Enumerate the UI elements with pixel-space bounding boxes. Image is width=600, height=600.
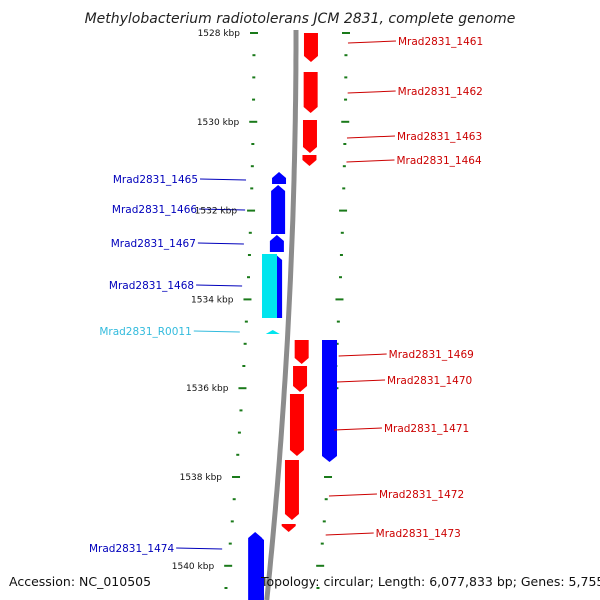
scale-label: 1528 kbp xyxy=(198,29,241,39)
scale-label: 1532 kbp xyxy=(195,207,238,217)
feature-block[interactable] xyxy=(322,340,337,462)
label-leader xyxy=(333,427,382,431)
scale-label: 1534 kbp xyxy=(191,295,234,305)
feature-label[interactable]: Mrad2831_1463 xyxy=(397,131,482,143)
feature-label[interactable]: Mrad2831_1474 xyxy=(89,543,174,555)
feature-block[interactable] xyxy=(262,254,277,318)
feature-label[interactable]: Mrad2831_1465 xyxy=(113,174,198,186)
feature-label[interactable]: Mrad2831_1469 xyxy=(389,349,474,361)
feature-block[interactable] xyxy=(302,120,317,153)
scale-label: 1540 kbp xyxy=(172,562,215,572)
topology-summary-text: Topology: circular; Length: 6,077,833 bp… xyxy=(260,574,600,589)
label-leader xyxy=(200,178,247,181)
feature-label[interactable]: Mrad2831_1462 xyxy=(398,86,483,98)
scale-label: 1536 kbp xyxy=(186,384,229,394)
feature-label[interactable]: Mrad2831_R0011 xyxy=(99,326,191,338)
scale-labels: 1528 kbp 1530 kbp 1532 kbp 1534 kbp 1536 kbp… xyxy=(172,29,241,572)
map-title: Methylobacterium radiotolerans JCM 2831,… xyxy=(85,11,516,27)
label-leader xyxy=(176,547,223,550)
feature-block[interactable] xyxy=(303,33,318,62)
feature-label[interactable]: Mrad2831_1471 xyxy=(384,423,469,435)
feature-block[interactable] xyxy=(269,235,284,252)
feature-label[interactable]: Mrad2831_1473 xyxy=(376,528,461,540)
feature-block[interactable] xyxy=(302,155,317,166)
feature-labels: Mrad2831_1461 Mrad2831_1462 Mrad2831_1463 M… xyxy=(89,36,483,555)
feature-label[interactable]: Mrad2831_1468 xyxy=(109,280,194,292)
label-leader xyxy=(346,159,395,163)
label-leader xyxy=(338,353,387,357)
label-leader xyxy=(346,135,396,139)
feature-blocks xyxy=(248,33,337,600)
label-leader xyxy=(199,208,246,211)
feature-block[interactable] xyxy=(284,460,299,520)
label-leader xyxy=(193,330,240,333)
feature-label[interactable]: Mrad2831_1464 xyxy=(396,155,481,167)
label-leader xyxy=(337,379,386,383)
label-leader xyxy=(347,90,396,94)
label-leader xyxy=(196,284,243,287)
label-leaders xyxy=(176,40,396,550)
feature-block[interactable] xyxy=(289,394,304,456)
label-leader xyxy=(197,242,244,245)
genome-backbone xyxy=(264,30,299,600)
feature-block[interactable] xyxy=(250,534,264,600)
feature-block[interactable] xyxy=(303,72,318,113)
feature-block[interactable] xyxy=(281,524,296,532)
feature-label[interactable]: Mrad2831_1461 xyxy=(398,36,483,48)
feature-label[interactable]: Mrad2831_1467 xyxy=(111,238,196,250)
feature-label[interactable]: Mrad2831_1470 xyxy=(387,375,472,387)
feature-block[interactable] xyxy=(293,366,308,392)
label-leader xyxy=(325,532,374,536)
feature-block[interactable] xyxy=(294,340,309,364)
feature-block[interactable] xyxy=(271,185,286,234)
feature-block[interactable] xyxy=(272,172,287,184)
accession-text: Accession: NC_010505 xyxy=(9,574,151,589)
feature-block[interactable] xyxy=(265,330,280,334)
label-leader xyxy=(328,493,377,497)
scale-label: 1538 kbp xyxy=(180,473,223,483)
feature-label[interactable]: Mrad2831_1472 xyxy=(379,489,464,501)
label-leader xyxy=(347,40,396,44)
feature-label[interactable]: Mrad2831_1466 xyxy=(112,204,197,216)
scale-label: 1530 kbp xyxy=(197,118,240,128)
